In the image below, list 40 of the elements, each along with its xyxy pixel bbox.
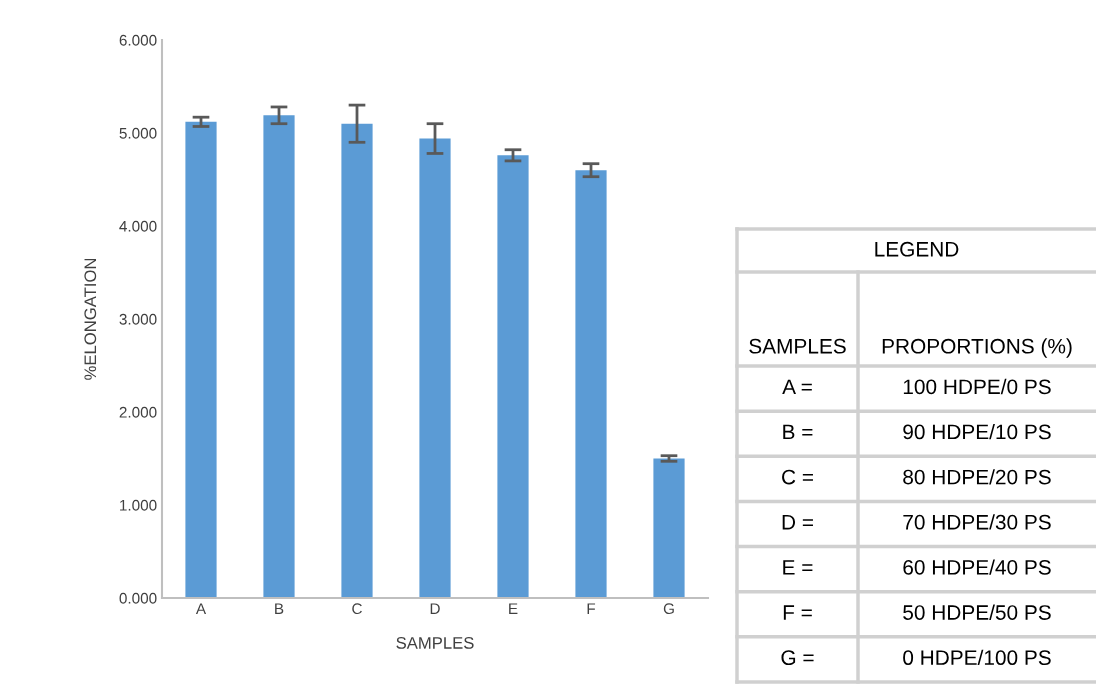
text: PROPORTIONS (%) — [882, 338, 1072, 358]
x-tick-label: E — [509, 603, 518, 614]
text: 50 HDPE/50 PS — [903, 604, 1051, 620]
text: 80 HDPE/20 PS — [903, 469, 1051, 485]
text: D = — [782, 515, 813, 530]
text: G = — [781, 650, 814, 666]
x-tick-label: B — [275, 603, 284, 614]
text: B = — [783, 424, 813, 440]
bar — [419, 138, 451, 598]
bar — [653, 458, 685, 598]
x-tick-label: A — [195, 603, 207, 614]
y-tick-label: 0.000 — [119, 592, 157, 604]
y-tick-label: 1.000 — [120, 499, 157, 511]
text: 60 HDPE/40 PS — [903, 559, 1051, 575]
x-tick-label: F — [587, 603, 596, 614]
text: C = — [782, 469, 813, 485]
bar — [341, 123, 373, 598]
text: 100 HDPE/0 PS — [903, 378, 1051, 395]
text: E = — [783, 560, 813, 575]
text: 90 HDPE/10 PS — [903, 424, 1051, 440]
text: F = — [783, 605, 812, 620]
y-tick-label: 3.000 — [119, 313, 157, 325]
text: A = — [782, 379, 812, 394]
text: LEGEND — [875, 241, 959, 257]
text: 0 HDPE/100 PS — [903, 649, 1051, 666]
x-axis-title: SAMPLES — [396, 636, 474, 649]
text: SAMPLES — [749, 338, 846, 354]
bar — [263, 115, 295, 598]
y-axis-title: %ELONGATION — [84, 258, 97, 380]
bar — [575, 170, 607, 598]
y-tick-label: 6.000 — [119, 34, 157, 46]
y-tick-label: 5.000 — [119, 127, 157, 139]
bar — [497, 155, 529, 598]
text: 70 HDPE/30 PS — [903, 514, 1051, 530]
bar — [185, 121, 217, 598]
x-tick-label: C — [352, 603, 362, 615]
x-tick-label: D — [430, 603, 440, 614]
x-tick-label: G — [663, 603, 674, 615]
y-tick-label: 4.000 — [119, 220, 157, 232]
y-tick-label: 2.000 — [119, 406, 157, 418]
